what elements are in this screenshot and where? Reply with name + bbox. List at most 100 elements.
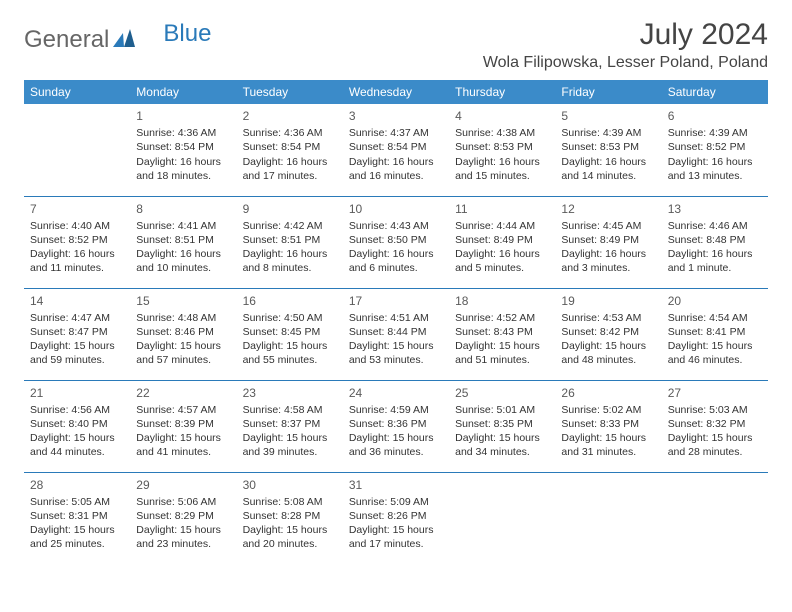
calendar-cell: 4Sunrise: 4:38 AMSunset: 8:53 PMDaylight… [449,104,555,196]
sunrise-line: Sunrise: 4:46 AM [668,219,762,233]
calendar-cell: 29Sunrise: 5:06 AMSunset: 8:29 PMDayligh… [130,472,236,564]
day-number: 17 [349,293,443,309]
day-number: 31 [349,477,443,493]
calendar-cell: 8Sunrise: 4:41 AMSunset: 8:51 PMDaylight… [130,196,236,288]
calendar-row: 7Sunrise: 4:40 AMSunset: 8:52 PMDaylight… [24,196,768,288]
daylight-line: Daylight: 16 hours and 14 minutes. [561,155,655,183]
day-number: 24 [349,385,443,401]
calendar-cell: 19Sunrise: 4:53 AMSunset: 8:42 PMDayligh… [555,288,661,380]
sunset-line: Sunset: 8:28 PM [243,509,337,523]
sunrise-line: Sunrise: 5:06 AM [136,495,230,509]
sunrise-line: Sunrise: 4:36 AM [243,126,337,140]
sunrise-line: Sunrise: 4:40 AM [30,219,124,233]
day-number: 16 [243,293,337,309]
calendar-row: 14Sunrise: 4:47 AMSunset: 8:47 PMDayligh… [24,288,768,380]
location: Wola Filipowska, Lesser Poland, Poland [483,54,768,72]
day-number: 12 [561,201,655,217]
weekday-header: Friday [555,80,661,104]
sunrise-line: Sunrise: 4:53 AM [561,311,655,325]
sunrise-line: Sunrise: 4:45 AM [561,219,655,233]
weekday-header: Tuesday [237,80,343,104]
title-block: July 2024 Wola Filipowska, Lesser Poland… [483,18,768,72]
sunset-line: Sunset: 8:35 PM [455,417,549,431]
sunset-line: Sunset: 8:29 PM [136,509,230,523]
day-number: 3 [349,108,443,124]
calendar-cell: 9Sunrise: 4:42 AMSunset: 8:51 PMDaylight… [237,196,343,288]
daylight-line: Daylight: 15 hours and 53 minutes. [349,339,443,367]
calendar-cell: 20Sunrise: 4:54 AMSunset: 8:41 PMDayligh… [662,288,768,380]
daylight-line: Daylight: 16 hours and 8 minutes. [243,247,337,275]
day-number: 28 [30,477,124,493]
daylight-line: Daylight: 16 hours and 17 minutes. [243,155,337,183]
sunrise-line: Sunrise: 5:08 AM [243,495,337,509]
calendar-cell: 5Sunrise: 4:39 AMSunset: 8:53 PMDaylight… [555,104,661,196]
calendar-row: 21Sunrise: 4:56 AMSunset: 8:40 PMDayligh… [24,380,768,472]
sunset-line: Sunset: 8:36 PM [349,417,443,431]
daylight-line: Daylight: 16 hours and 16 minutes. [349,155,443,183]
weekday-header: Thursday [449,80,555,104]
calendar-cell: 28Sunrise: 5:05 AMSunset: 8:31 PMDayligh… [24,472,130,564]
daylight-line: Daylight: 15 hours and 39 minutes. [243,431,337,459]
daylight-line: Daylight: 15 hours and 34 minutes. [455,431,549,459]
sunset-line: Sunset: 8:40 PM [30,417,124,431]
day-number: 6 [668,108,762,124]
daylight-line: Daylight: 15 hours and 17 minutes. [349,523,443,551]
sunrise-line: Sunrise: 4:39 AM [668,126,762,140]
calendar-cell: 22Sunrise: 4:57 AMSunset: 8:39 PMDayligh… [130,380,236,472]
sunset-line: Sunset: 8:45 PM [243,325,337,339]
month-title: July 2024 [483,18,768,52]
calendar-body: 1Sunrise: 4:36 AMSunset: 8:54 PMDaylight… [24,104,768,564]
sunset-line: Sunset: 8:47 PM [30,325,124,339]
daylight-line: Daylight: 16 hours and 6 minutes. [349,247,443,275]
daylight-line: Daylight: 15 hours and 36 minutes. [349,431,443,459]
day-number: 21 [30,385,124,401]
sunset-line: Sunset: 8:42 PM [561,325,655,339]
calendar-cell [662,472,768,564]
sunrise-line: Sunrise: 4:52 AM [455,311,549,325]
day-number: 20 [668,293,762,309]
day-number: 29 [136,477,230,493]
calendar-cell: 1Sunrise: 4:36 AMSunset: 8:54 PMDaylight… [130,104,236,196]
sunrise-line: Sunrise: 5:01 AM [455,403,549,417]
calendar-table: SundayMondayTuesdayWednesdayThursdayFrid… [24,80,768,564]
sunrise-line: Sunrise: 4:48 AM [136,311,230,325]
sunset-line: Sunset: 8:46 PM [136,325,230,339]
sunrise-line: Sunrise: 5:02 AM [561,403,655,417]
day-number: 5 [561,108,655,124]
sunset-line: Sunset: 8:32 PM [668,417,762,431]
calendar-row: 28Sunrise: 5:05 AMSunset: 8:31 PMDayligh… [24,472,768,564]
daylight-line: Daylight: 16 hours and 1 minute. [668,247,762,275]
calendar-cell: 25Sunrise: 5:01 AMSunset: 8:35 PMDayligh… [449,380,555,472]
sunset-line: Sunset: 8:53 PM [455,140,549,154]
sunset-line: Sunset: 8:51 PM [136,233,230,247]
sunrise-line: Sunrise: 4:58 AM [243,403,337,417]
calendar-cell [449,472,555,564]
sunset-line: Sunset: 8:50 PM [349,233,443,247]
sunset-line: Sunset: 8:48 PM [668,233,762,247]
day-number: 1 [136,108,230,124]
calendar-cell: 27Sunrise: 5:03 AMSunset: 8:32 PMDayligh… [662,380,768,472]
daylight-line: Daylight: 15 hours and 46 minutes. [668,339,762,367]
day-number: 14 [30,293,124,309]
calendar-cell: 18Sunrise: 4:52 AMSunset: 8:43 PMDayligh… [449,288,555,380]
day-number: 13 [668,201,762,217]
sunrise-line: Sunrise: 5:03 AM [668,403,762,417]
day-number: 27 [668,385,762,401]
daylight-line: Daylight: 15 hours and 25 minutes. [30,523,124,551]
sunrise-line: Sunrise: 5:09 AM [349,495,443,509]
calendar-cell: 23Sunrise: 4:58 AMSunset: 8:37 PMDayligh… [237,380,343,472]
sunset-line: Sunset: 8:39 PM [136,417,230,431]
logo-text-general: General [24,26,109,54]
daylight-line: Daylight: 16 hours and 18 minutes. [136,155,230,183]
daylight-line: Daylight: 16 hours and 11 minutes. [30,247,124,275]
day-number: 15 [136,293,230,309]
daylight-line: Daylight: 16 hours and 3 minutes. [561,247,655,275]
sunrise-line: Sunrise: 4:41 AM [136,219,230,233]
sunset-line: Sunset: 8:26 PM [349,509,443,523]
sunset-line: Sunset: 8:33 PM [561,417,655,431]
day-number: 2 [243,108,337,124]
sunset-line: Sunset: 8:54 PM [243,140,337,154]
calendar-cell: 7Sunrise: 4:40 AMSunset: 8:52 PMDaylight… [24,196,130,288]
day-number: 7 [30,201,124,217]
daylight-line: Daylight: 15 hours and 51 minutes. [455,339,549,367]
